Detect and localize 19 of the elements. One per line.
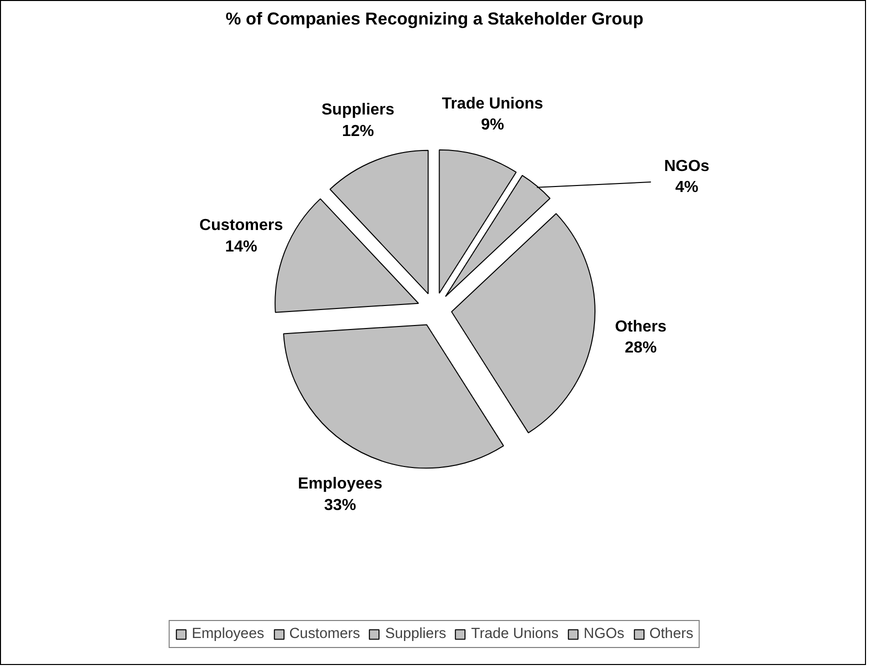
legend-label: Trade Unions bbox=[471, 626, 559, 642]
data-label: 28% bbox=[624, 340, 657, 357]
data-label: 9% bbox=[480, 116, 504, 134]
data-label: 33% bbox=[324, 496, 356, 514]
slice-label: Customers bbox=[199, 217, 284, 234]
chart-title: % of Companies Recognizing a Stakeholder Group bbox=[226, 8, 644, 28]
legend-label: Customers bbox=[289, 626, 360, 642]
data-label: 4% bbox=[675, 179, 698, 196]
slice-label: NGOs bbox=[664, 158, 710, 175]
slice-label: Others bbox=[614, 318, 667, 336]
slice-label: Suppliers bbox=[322, 102, 395, 119]
legend-label: Employees bbox=[192, 626, 264, 642]
data-label: 12% bbox=[342, 122, 374, 140]
data-label: 14% bbox=[225, 238, 258, 256]
legend-label: NGOs bbox=[584, 626, 624, 642]
legend-label: Others bbox=[649, 626, 694, 642]
legend-label: Suppliers bbox=[385, 626, 446, 642]
slice-label: Employees bbox=[298, 476, 382, 493]
slice-label: Trade Unions bbox=[442, 95, 544, 112]
